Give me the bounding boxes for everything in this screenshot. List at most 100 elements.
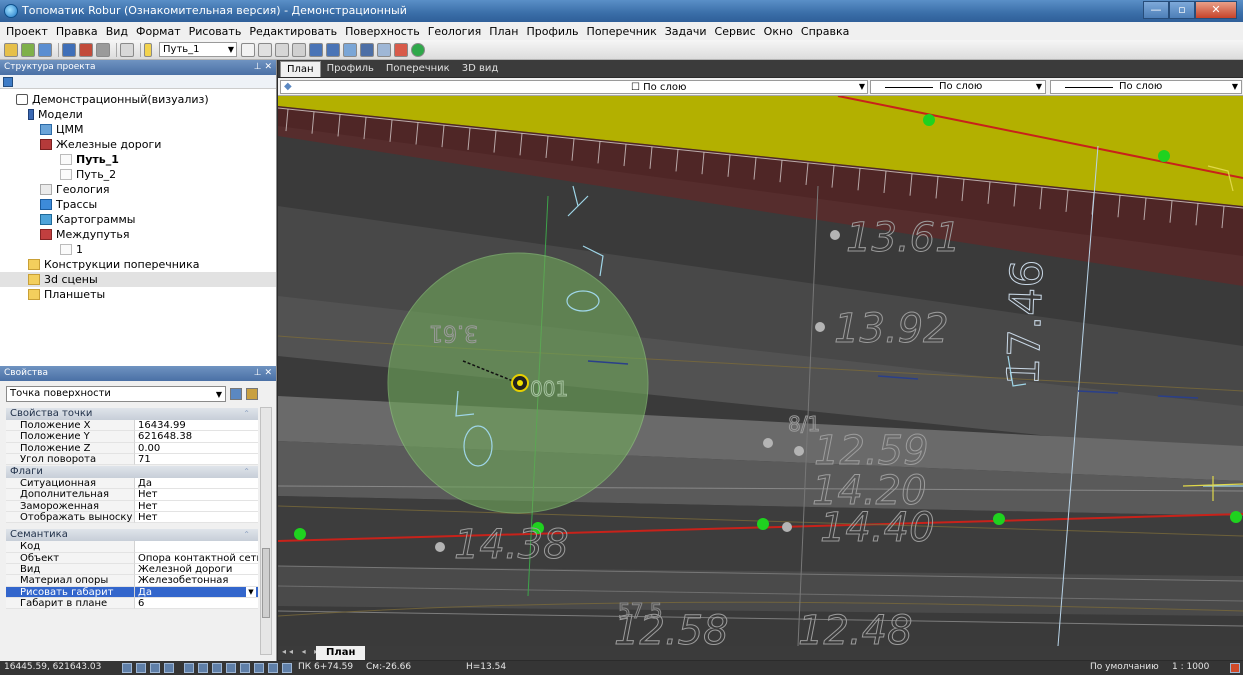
menu-geology[interactable]: Геология [427, 24, 482, 38]
menu-plan[interactable]: План [489, 24, 519, 38]
tree-item-interspaces[interactable]: Междупутья [0, 227, 276, 242]
menu-surface[interactable]: Поверхность [345, 24, 420, 38]
panel-pin-close-icon[interactable]: ⊥ ✕ [253, 62, 272, 72]
osnap-perp-icon[interactable] [240, 663, 250, 673]
track-select[interactable]: Путь_1 [159, 42, 237, 57]
tree-item-geology[interactable]: Геология [0, 182, 276, 197]
plan-canvas[interactable]: 13.61 13.92 12.59 14.20 14.40 14.38 12.5… [278, 96, 1243, 646]
tree-item-cartograms[interactable]: Картограммы [0, 212, 276, 227]
osnap-end-icon[interactable] [198, 663, 208, 673]
layers-icon[interactable] [62, 42, 76, 57]
redo-icon[interactable] [326, 42, 340, 57]
tree-item-project[interactable]: Демонстрационный(визуализ) [0, 92, 276, 107]
tracking-icon[interactable] [282, 663, 292, 673]
property-row[interactable]: Ситуационная Да [6, 478, 258, 490]
menu-view[interactable]: Вид [105, 24, 128, 38]
snap-icon[interactable] [258, 42, 272, 57]
collapse-icon[interactable]: ⌃ [243, 409, 250, 418]
tab-profile[interactable]: Профиль [326, 63, 374, 74]
menu-draw[interactable]: Рисовать [188, 24, 242, 38]
property-row[interactable]: Дополнительная Нет [6, 489, 258, 501]
snap-grid-icon[interactable] [122, 663, 132, 673]
property-row[interactable]: Замороженная Нет [6, 500, 258, 513]
property-row[interactable]: Отображать выноску Нет [6, 512, 258, 524]
menu-edit[interactable]: Правка [55, 24, 98, 38]
menu-window[interactable]: Окно [763, 24, 793, 38]
sheet-tab-plan[interactable]: План [316, 646, 366, 660]
chevron-down-icon[interactable]: ▼ [1231, 82, 1238, 91]
scroll-thumb[interactable] [262, 548, 270, 618]
grid-toggle-icon[interactable] [136, 663, 146, 673]
tools-icon[interactable] [394, 42, 408, 57]
menu-help[interactable]: Справка [800, 24, 850, 38]
ortho-icon[interactable] [292, 42, 306, 57]
tree-item-cross-constructions[interactable]: Конструкции поперечника [0, 257, 276, 272]
tree-item-interspace-1[interactable]: 1 [0, 242, 276, 257]
category-semantics[interactable]: Семантика ⌃ [6, 529, 258, 542]
layer-select[interactable]: ◆ ☐ По слою ▼ [280, 80, 868, 94]
menu-format[interactable]: Формат [136, 24, 181, 38]
category-point-properties[interactable]: Свойства точки ⌃ [6, 408, 258, 420]
tree-item-models[interactable]: Модели [0, 107, 276, 122]
by-layer-checkbox[interactable]: ☐ По слою [631, 82, 687, 93]
osnap-intersection-icon[interactable] [268, 663, 278, 673]
undo-icon[interactable] [309, 42, 323, 57]
menu-modify[interactable]: Редактировать [249, 24, 338, 38]
chevron-down-icon[interactable]: ▼ [858, 82, 865, 91]
structure-view-icon[interactable] [3, 77, 13, 87]
close-button[interactable]: ✕ [1195, 1, 1237, 19]
tab-3d-view[interactable]: 3D вид [461, 63, 499, 74]
style-selector[interactable]: По умолчанию [1090, 662, 1159, 672]
tree-item-3d-scenes[interactable]: 3d сцены [0, 272, 276, 287]
draw-gabarit-select[interactable]: Да [135, 586, 258, 598]
filter-icon[interactable] [246, 388, 258, 400]
ortho-toggle-icon[interactable] [150, 663, 160, 673]
osnap-center-icon[interactable] [226, 663, 236, 673]
property-row-selected[interactable]: Рисовать габарит Да [6, 586, 258, 598]
properties-icon[interactable] [79, 42, 93, 57]
tab-plan[interactable]: План [280, 61, 321, 77]
panel-pin-close-icon[interactable]: ⊥ ✕ [253, 368, 272, 378]
osnap-mid-icon[interactable] [212, 663, 222, 673]
property-row[interactable]: Угол поворота 71 [6, 453, 258, 466]
menu-cross-section[interactable]: Поперечник [586, 24, 657, 38]
osnap-nearest-icon[interactable] [254, 663, 264, 673]
new-icon[interactable] [21, 42, 35, 57]
chevron-down-icon[interactable]: ▼ [1035, 82, 1042, 91]
line-type-select[interactable]: По слою ▼ [870, 80, 1046, 94]
alert-icon[interactable] [1230, 663, 1240, 673]
tab-cross-section[interactable]: Поперечник [385, 63, 450, 74]
property-row[interactable]: Вид Железной дороги [6, 563, 258, 576]
tree-item-track-2[interactable]: Путь_2 [0, 167, 276, 182]
line-weight-select[interactable]: По слою ▼ [1050, 80, 1242, 94]
grid-icon[interactable] [275, 42, 289, 57]
window-icon[interactable] [241, 42, 255, 57]
run-icon[interactable] [411, 42, 425, 57]
property-row[interactable]: Положение Y 621648.38 [6, 431, 258, 443]
menu-tasks[interactable]: Задачи [664, 24, 707, 38]
plan-drawing[interactable]: 13.61 13.92 12.59 14.20 14.40 14.38 12.5… [278, 96, 1243, 646]
zoom-icon[interactable] [38, 42, 52, 57]
tree-item-dtm[interactable]: ЦММ [0, 122, 276, 137]
tree-item-routes[interactable]: Трассы [0, 197, 276, 212]
tree-item-sheets[interactable]: Планшеты [0, 287, 276, 302]
property-row[interactable]: Код [6, 541, 258, 553]
maximize-button[interactable]: ▫ [1169, 1, 1195, 19]
properties-scrollbar[interactable] [260, 407, 272, 655]
scale-selector[interactable]: 1 : 1000 [1172, 662, 1210, 672]
table-icon[interactable] [377, 42, 391, 57]
sheet-nav-arrows-icon[interactable]: ◂◂ ◂ ▸ ▸▸ [282, 647, 341, 656]
tree-item-railways[interactable]: Железные дороги [0, 137, 276, 152]
find-icon[interactable] [360, 42, 374, 57]
property-row[interactable]: Положение Z 0.00 [6, 442, 258, 454]
tree-item-track-1[interactable]: Путь_1 [0, 152, 276, 167]
menu-profile[interactable]: Профиль [526, 24, 579, 38]
property-row[interactable]: Положение X 16434.99 [6, 420, 258, 432]
measure-icon[interactable] [343, 42, 357, 57]
collapse-icon[interactable]: ⌃ [243, 530, 250, 540]
print-icon[interactable] [120, 42, 134, 57]
object-type-select[interactable]: Точка поверхности [6, 386, 226, 402]
category-flags[interactable]: Флаги ⌃ [6, 466, 258, 479]
collapse-icon[interactable]: ⌃ [243, 467, 250, 477]
open-icon[interactable] [4, 42, 18, 57]
